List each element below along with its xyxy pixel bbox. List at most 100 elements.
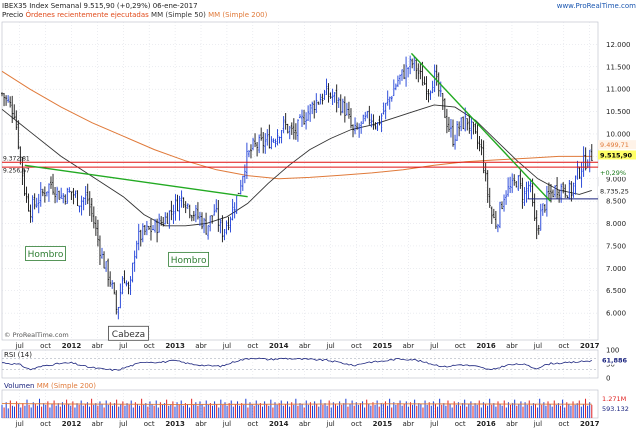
price-y-tick-label: 8.000 bbox=[606, 220, 626, 228]
x-tick-label: 2017 bbox=[580, 342, 600, 350]
volume-bars bbox=[1, 398, 593, 418]
rsi-y-tick-label: 0 bbox=[606, 375, 610, 383]
annotation-hombro-right: Hombro bbox=[171, 256, 207, 266]
price-y-tick-label: 7.500 bbox=[606, 242, 626, 250]
x-tick-label: abr bbox=[195, 342, 207, 350]
volume-title: Volumen MM (Simple 200) bbox=[4, 382, 96, 390]
x-tick-label-bottom: abr bbox=[195, 420, 207, 428]
x-tick-label: abr bbox=[299, 342, 311, 350]
price-panel-frame bbox=[1, 21, 599, 341]
green-downtrend bbox=[410, 52, 551, 202]
x-tick-label-bottom: oct bbox=[351, 420, 362, 428]
legend-price: Precio bbox=[2, 11, 24, 19]
x-tick-label-bottom: 2013 bbox=[165, 420, 185, 428]
badge-sma50: 8.735,25 bbox=[600, 187, 629, 195]
rsi-panel-frame bbox=[1, 349, 599, 379]
badge-sma200-bg bbox=[598, 140, 636, 150]
volume-sma-line bbox=[1, 403, 592, 405]
x-tick-label: oct bbox=[144, 342, 155, 350]
x-tick-label: jul bbox=[14, 342, 23, 350]
badge-sma50-bg bbox=[598, 186, 636, 196]
sma50-line bbox=[1, 104, 592, 227]
x-tick-label: abr bbox=[403, 342, 415, 350]
price-y-tick-label: 6.000 bbox=[606, 310, 626, 318]
x-tick-label: abr bbox=[92, 342, 104, 350]
annotation-hombro-left-box bbox=[25, 246, 66, 261]
x-tick-label: 2016 bbox=[476, 342, 496, 350]
volume-value2: 593.132 bbox=[602, 405, 629, 413]
x-tick-label-bottom: jul bbox=[429, 420, 438, 428]
x-tick-label: jul bbox=[118, 342, 127, 350]
period-label: Semanal bbox=[50, 2, 82, 10]
x-tick-label-bottom: abr bbox=[299, 420, 311, 428]
x-tick-label-bottom: abr bbox=[92, 420, 104, 428]
x-tick-label-bottom: jul bbox=[118, 420, 127, 428]
rsi-value: 61,886 bbox=[602, 357, 628, 365]
x-tick-label-bottom: oct bbox=[455, 420, 466, 428]
symbol-label: IBEX35 Index bbox=[2, 2, 49, 10]
green-neckline bbox=[24, 164, 248, 198]
x-tick-label: jul bbox=[325, 342, 334, 350]
x-tick-label-bottom: jul bbox=[533, 420, 542, 428]
x-tick-label-bottom: 2016 bbox=[476, 420, 496, 428]
badge-close-bg bbox=[598, 150, 636, 160]
rsi-line bbox=[1, 357, 592, 371]
x-tick-label: oct bbox=[455, 342, 466, 350]
annotation-hombro-left: Hombro bbox=[28, 250, 64, 260]
x-tick-label-bottom: oct bbox=[247, 420, 258, 428]
x-tick-label-bottom: abr bbox=[403, 420, 415, 428]
x-tick-label: jul bbox=[429, 342, 438, 350]
x-tick-label-bottom: jul bbox=[325, 420, 334, 428]
watermark: © ProRealTime.com bbox=[4, 331, 69, 339]
rsi-y-tick-label: 100 bbox=[606, 347, 619, 355]
x-tick-label: oct bbox=[247, 342, 258, 350]
price-y-tick-label: 6.500 bbox=[606, 287, 626, 295]
rsi-title: RSI (14) bbox=[4, 351, 32, 359]
x-tick-label: jul bbox=[533, 342, 542, 350]
volume-value1: 1.271M bbox=[602, 395, 626, 403]
x-tick-label: oct bbox=[351, 342, 362, 350]
price-y-tick-label: 10.500 bbox=[606, 108, 631, 116]
legend-sma50: MM (Simple 50) bbox=[151, 11, 206, 19]
x-tick-label-bottom: jul bbox=[222, 420, 231, 428]
rsi-value-bg bbox=[600, 355, 636, 365]
badge-change: +0,29% bbox=[600, 169, 626, 177]
left-level-label-lower: 9.256,67 bbox=[3, 168, 30, 175]
x-tick-label: 2015 bbox=[373, 342, 393, 350]
date-label: 06-ene-2017 bbox=[152, 2, 198, 10]
x-tick-label: 2014 bbox=[269, 342, 289, 350]
legend-orders: Órdenes recientemente ejecutadas bbox=[25, 11, 149, 19]
x-tick-label-bottom: jul bbox=[14, 420, 23, 428]
x-tick-label: oct bbox=[558, 342, 569, 350]
price-y-tick-label: 12.000 bbox=[606, 41, 631, 49]
left-level-label-upper: 9.372,81 bbox=[3, 156, 30, 163]
x-tick-label-bottom: oct bbox=[144, 420, 155, 428]
x-tick-label-bottom: 2014 bbox=[269, 420, 289, 428]
price-y-tick-label: 11.500 bbox=[606, 63, 631, 71]
x-tick-label: jul bbox=[222, 342, 231, 350]
volume-value2-bg bbox=[600, 404, 636, 413]
x-tick-label-bottom: 2015 bbox=[373, 420, 393, 428]
x-tick-label: 2012 bbox=[62, 342, 82, 350]
badge-close: 9.515,90 bbox=[600, 151, 633, 159]
last-price-label: 9.515,90 (+0,29%) bbox=[83, 2, 151, 10]
badge-change-bg bbox=[598, 167, 636, 177]
sma200-line bbox=[1, 70, 592, 180]
x-tick-label-bottom: abr bbox=[506, 420, 518, 428]
ohlc-bars bbox=[1, 55, 593, 320]
annotation-cabeza: Cabeza bbox=[112, 330, 145, 340]
volume-sma-title: MM (Simple 200) bbox=[37, 382, 97, 390]
price-y-tick-label: 11.000 bbox=[606, 86, 631, 94]
x-tick-label-bottom: 2017 bbox=[580, 420, 600, 428]
annotation-hombro-right-box bbox=[168, 251, 209, 267]
x-tick-label-bottom: oct bbox=[40, 420, 51, 428]
price-legend: Precio Órdenes recientemente ejecutadas … bbox=[2, 11, 267, 19]
x-tick-label: oct bbox=[40, 342, 51, 350]
price-y-tick-label: 9.000 bbox=[606, 175, 626, 183]
site-url[interactable]: www.ProRealTime.com bbox=[556, 2, 636, 10]
chart-header: IBEX35 Index Semanal 9.515,90 (+0,29%) 0… bbox=[2, 2, 198, 10]
annotation-cabeza-box bbox=[108, 325, 149, 341]
x-tick-label-bottom: oct bbox=[558, 420, 569, 428]
